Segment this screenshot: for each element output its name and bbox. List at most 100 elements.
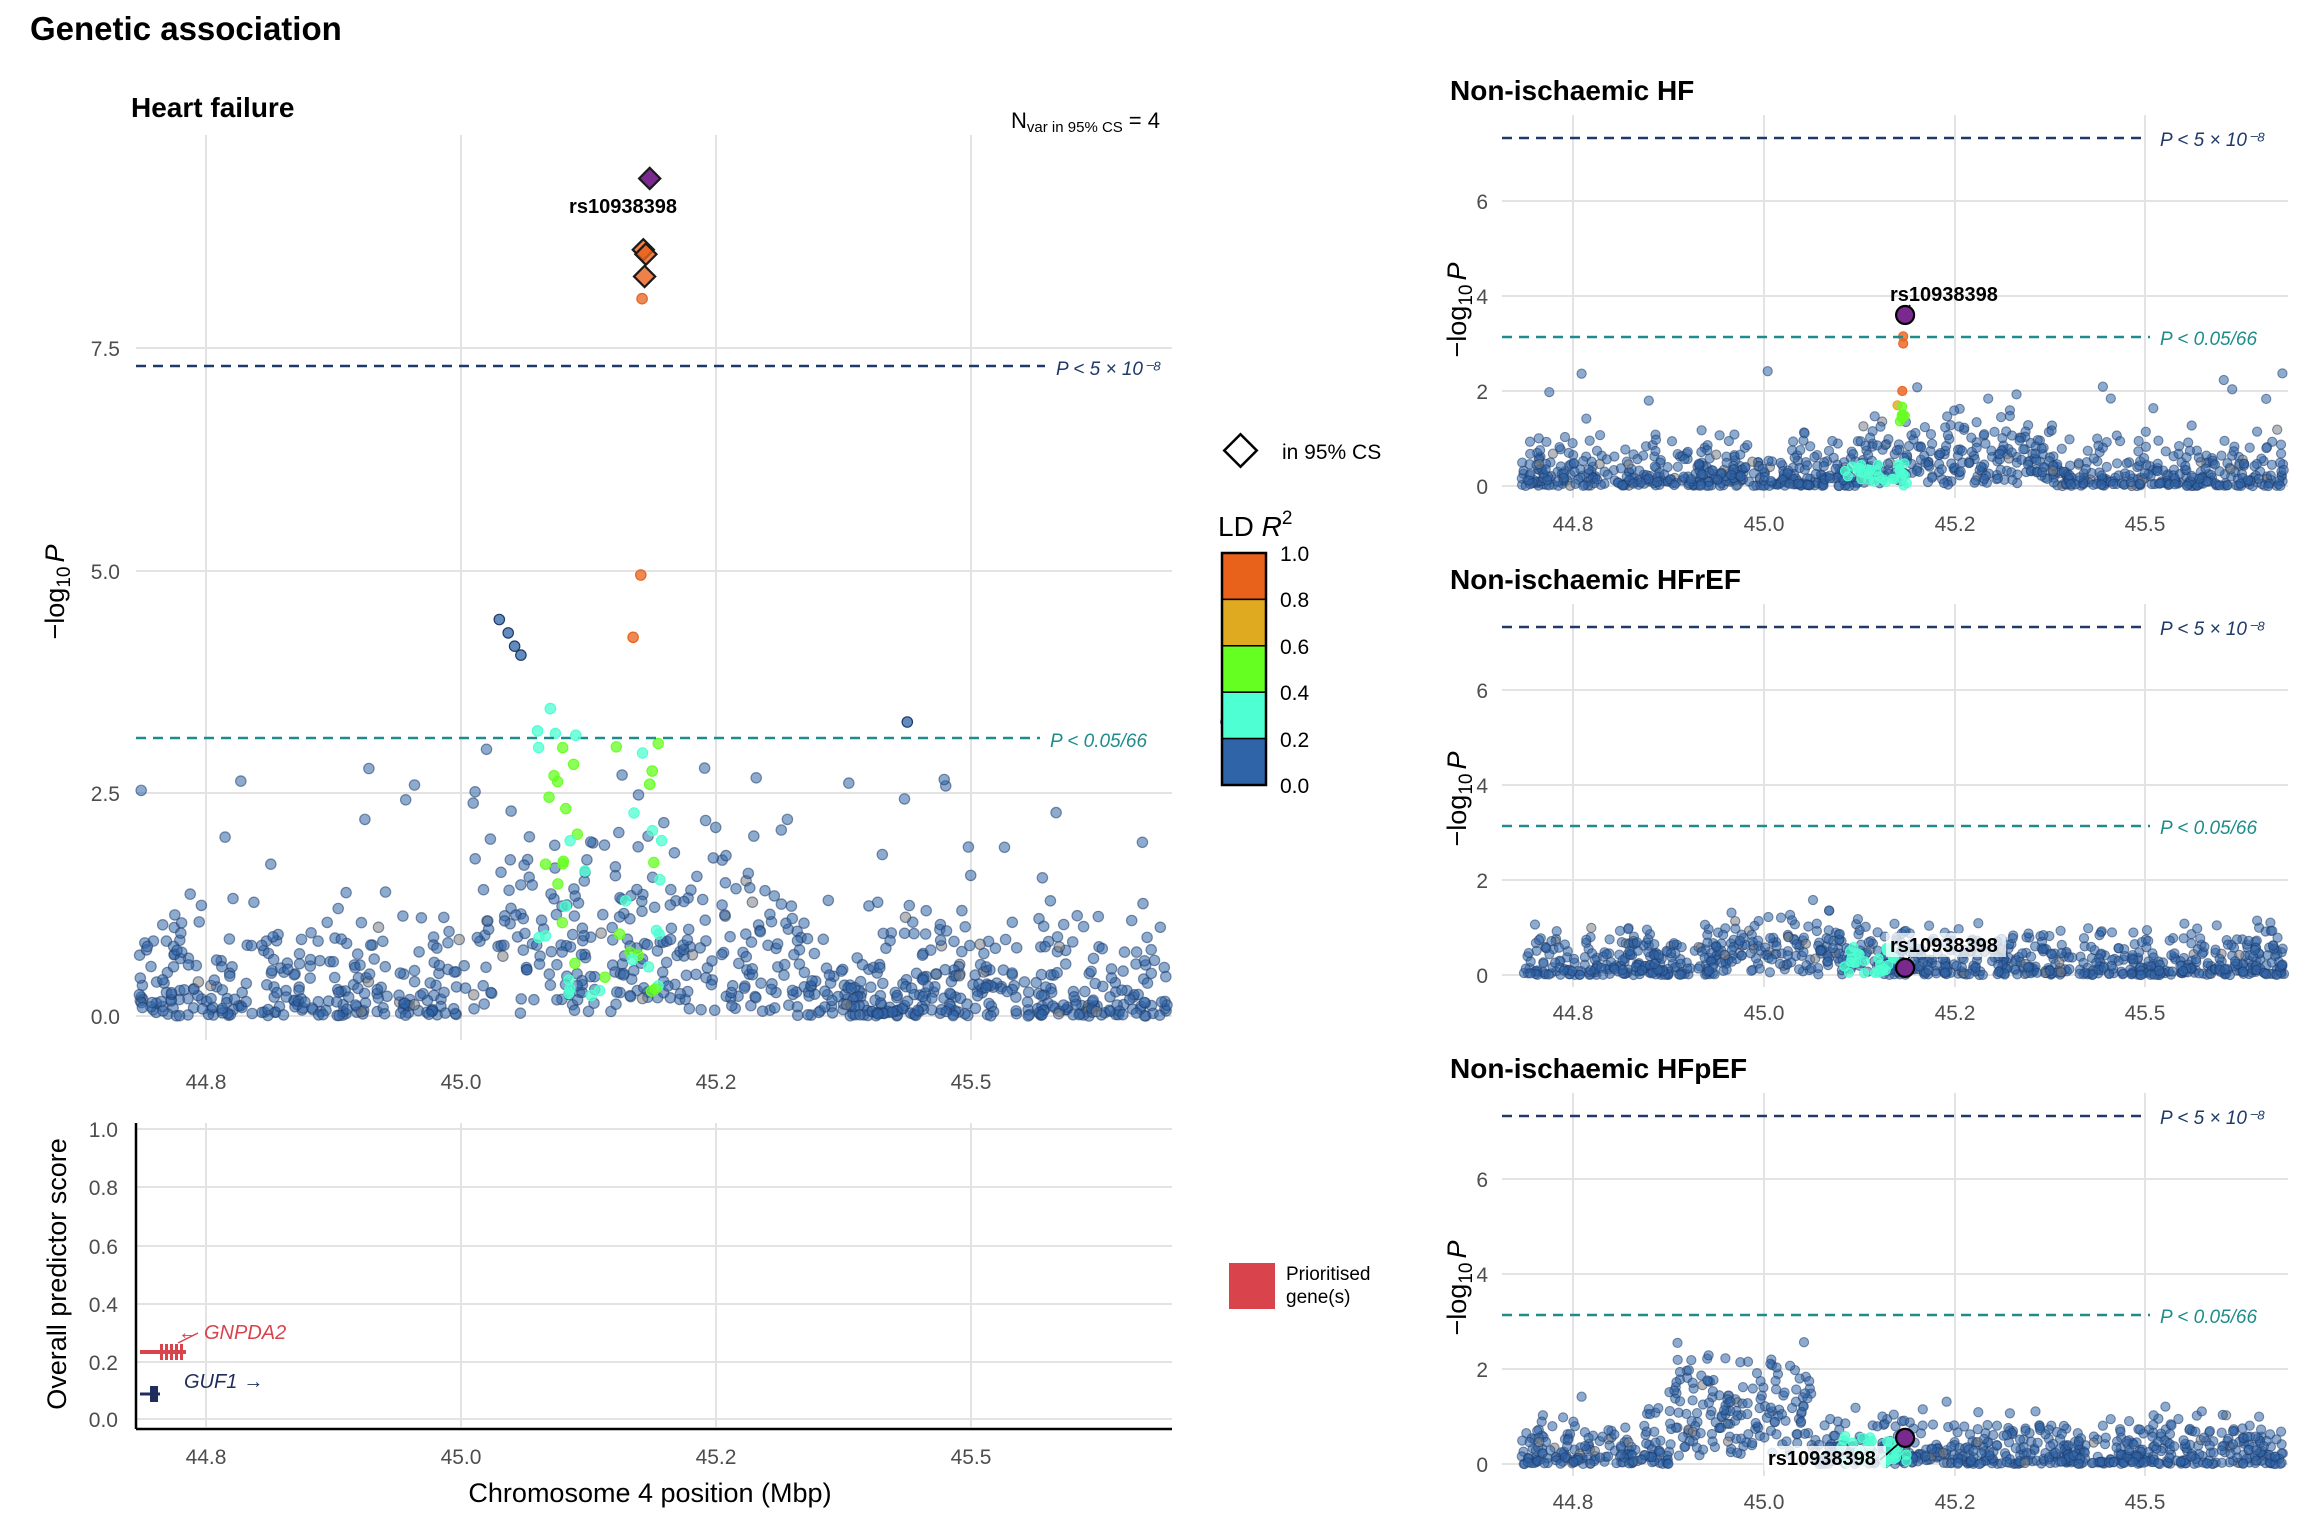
- data-point: [1872, 927, 1883, 938]
- data-point: [665, 922, 678, 935]
- data-point: [2007, 933, 2018, 944]
- data-point: [1784, 1360, 1796, 1371]
- data-point: [1917, 1404, 1928, 1415]
- data-point: [2001, 1456, 2012, 1468]
- data-point: [1975, 461, 1987, 472]
- data-point: [1910, 427, 1921, 439]
- data-point: [959, 920, 971, 933]
- data-point: [2056, 1456, 2067, 1467]
- data-point: [549, 727, 562, 740]
- data-point: [680, 969, 693, 982]
- data-point: [2046, 949, 2058, 960]
- data-point: [1946, 1441, 1957, 1452]
- data-point: [880, 942, 892, 955]
- data-point: [934, 934, 947, 947]
- genome-wide-threshold-label: P < 5 × 10⁻⁸: [2160, 619, 2265, 640]
- data-point: [634, 569, 647, 581]
- data-point: [1138, 996, 1151, 1009]
- data-point: [2006, 447, 2017, 458]
- data-point: [523, 830, 536, 843]
- data-point: [2064, 964, 2075, 975]
- data-point: [1696, 446, 1707, 458]
- data-point: [471, 931, 484, 944]
- data-point: [1894, 416, 1906, 427]
- data-point: [381, 990, 393, 1003]
- data-point: [1725, 1396, 1736, 1407]
- data-point: [569, 957, 581, 970]
- data-point: [812, 1006, 825, 1019]
- data-point: [1568, 457, 1579, 469]
- data-point: [146, 996, 158, 1009]
- data-point: [657, 816, 670, 829]
- data-point: [1057, 999, 1070, 1011]
- data-point: [1594, 1452, 1606, 1463]
- data-point: [1068, 990, 1080, 1003]
- data-point: [477, 883, 490, 896]
- ld-legend-frame: [1220, 551, 1268, 787]
- data-point: [2050, 1447, 2061, 1459]
- data-point: [631, 883, 643, 896]
- data-point: [579, 865, 591, 877]
- data-point: [2105, 1413, 2116, 1425]
- data-point: [1762, 366, 1773, 377]
- data-point: [2139, 468, 2150, 479]
- data-point: [1703, 1397, 1715, 1408]
- data-point: [2193, 452, 2204, 463]
- data-point: [1711, 449, 1722, 460]
- data-point: [919, 928, 932, 940]
- data-point: [1051, 966, 1063, 979]
- cs-point: [633, 242, 659, 267]
- data-point: [364, 939, 377, 951]
- data-point: [551, 958, 563, 971]
- data-point: [1971, 442, 1982, 453]
- data-point: [747, 830, 760, 842]
- data-point: [596, 908, 609, 921]
- data-point: [954, 992, 967, 1005]
- data-point: [1827, 435, 1838, 447]
- data-point: [2108, 1457, 2119, 1468]
- data-point: [393, 989, 405, 1001]
- data-point: [1702, 1375, 1713, 1386]
- data-point: [1669, 1385, 1680, 1396]
- ld-break-label: 0.0: [1280, 775, 1309, 798]
- data-point: [664, 933, 677, 946]
- data-point: [1718, 1405, 1730, 1416]
- data-point: [2229, 956, 2241, 967]
- x-tick-label: 45.5: [2125, 1491, 2166, 1514]
- data-point: [2037, 466, 2048, 478]
- data-point: [372, 921, 385, 934]
- data-point: [606, 921, 618, 934]
- y-tick-label: 4: [1476, 286, 1488, 309]
- data-point: [556, 916, 568, 929]
- data-point: [2222, 479, 2233, 491]
- data-point: [1006, 967, 1018, 979]
- data-point: [1938, 1447, 1949, 1459]
- data-point: [567, 758, 580, 770]
- data-point: [134, 972, 147, 984]
- data-point: [2209, 459, 2221, 470]
- data-point: [2114, 435, 2126, 447]
- data-point: [448, 966, 461, 978]
- data-point: [636, 905, 648, 918]
- data-point: [517, 912, 530, 925]
- data-point: [1953, 421, 1965, 432]
- data-point: [1707, 1436, 1718, 1447]
- data-point: [1609, 451, 1620, 462]
- data-point: [617, 969, 630, 981]
- exon: [180, 1344, 183, 1360]
- data-point: [566, 928, 579, 941]
- data-point: [193, 916, 205, 928]
- data-point: [260, 978, 273, 991]
- data-point: [514, 1007, 527, 1019]
- data-point: [557, 741, 569, 754]
- data-point: [1941, 1396, 1952, 1407]
- data-point: [1949, 405, 1960, 416]
- data-point: [2032, 1437, 2043, 1448]
- data-point: [433, 959, 446, 972]
- data-point: [458, 959, 470, 972]
- data-point: [989, 942, 1002, 955]
- data-point: [2097, 1420, 2109, 1431]
- data-point: [823, 969, 836, 981]
- data-point: [156, 973, 169, 986]
- data-point: [683, 1002, 696, 1015]
